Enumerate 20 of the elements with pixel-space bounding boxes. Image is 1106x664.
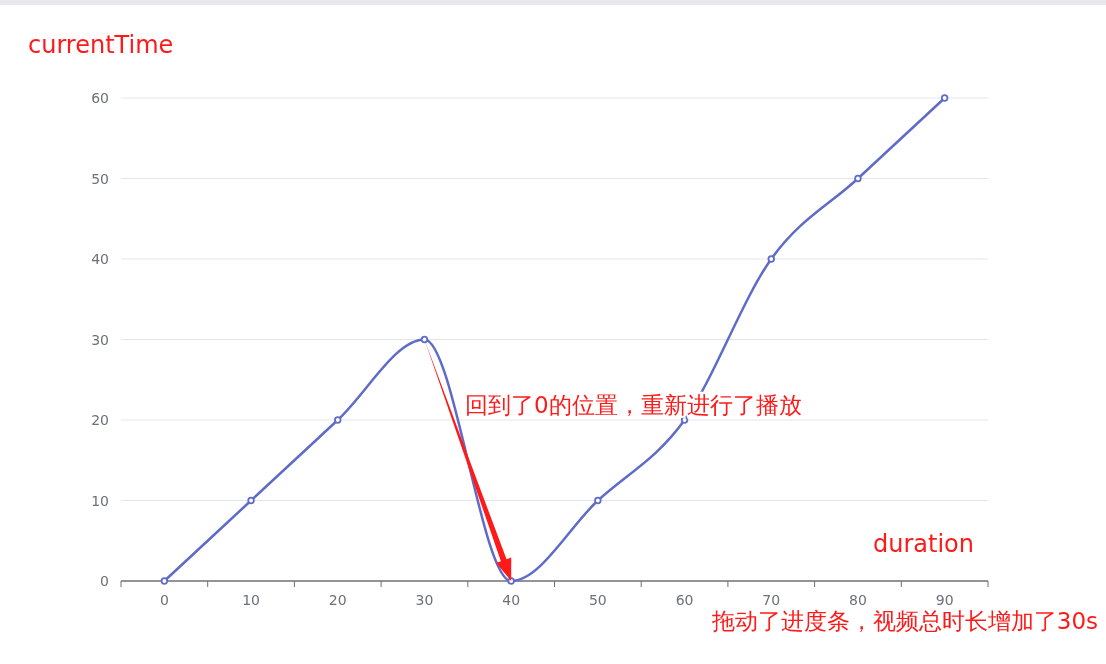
y-tick-label: 0 (100, 573, 109, 589)
x-axis-title: duration (873, 530, 974, 558)
y-tick-label: 10 (91, 492, 109, 509)
x-tick-label: 0 (159, 592, 169, 608)
x-tick-label: 50 (588, 592, 607, 608)
x-tick-label: 20 (328, 592, 347, 608)
x-tick-label: 80 (849, 592, 867, 608)
y-tick-label: 30 (91, 331, 109, 348)
text: 拖动了进度条，视频总时长增加了30s (710, 608, 1098, 634)
y-axis-title: currentTime (28, 31, 174, 59)
x-tick-label: 60 (675, 592, 694, 608)
x-tick-label: 30 (415, 592, 434, 608)
x-tick-label: 10 (242, 592, 260, 608)
y-tick-label: 40 (91, 251, 109, 267)
y-tick-label: 60 (91, 90, 109, 106)
y-tick-label: 20 (91, 412, 109, 428)
y-tick-label: 50 (91, 170, 109, 187)
x-tick-label: 70 (762, 592, 781, 608)
x-tick-label: 90 (935, 592, 954, 608)
x-tick-label: 40 (502, 592, 521, 608)
